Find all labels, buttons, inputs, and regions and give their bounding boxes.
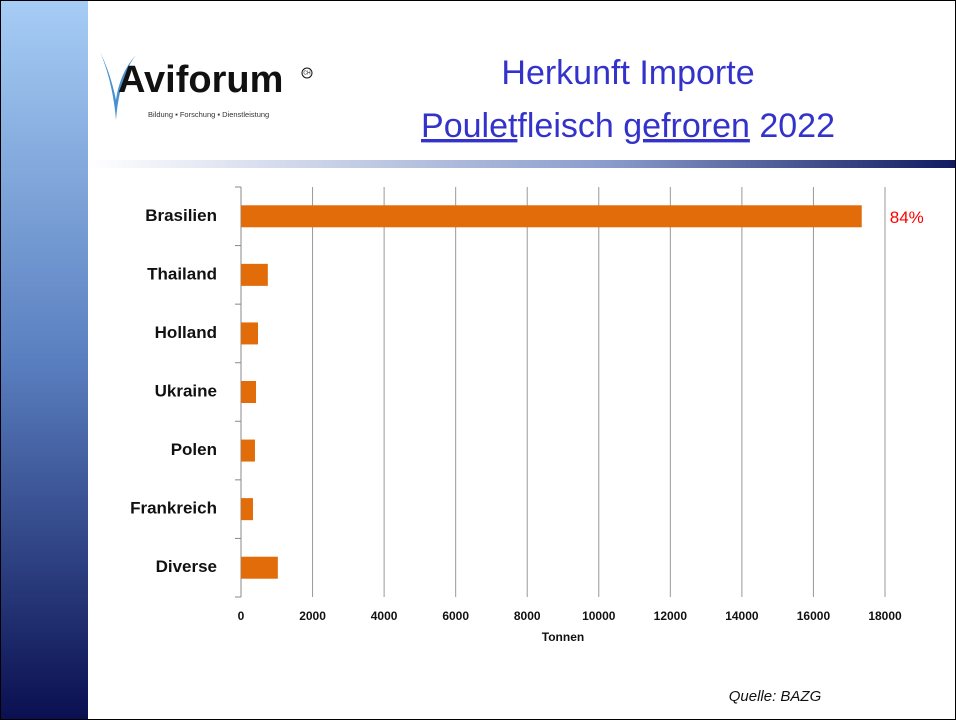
title-segment: Poulet [421, 107, 518, 145]
logo-mark-ring [301, 67, 313, 79]
logo-swoosh [100, 52, 136, 120]
logo-mark: CH [303, 70, 311, 76]
y-tick-label: Diverse [156, 557, 217, 576]
bar [241, 322, 258, 345]
x-tick-label: 14000 [725, 609, 759, 623]
logo: Aviforum CH Bildung ▪ Forschung ▪ Dienst… [100, 52, 313, 120]
x-tick-label: 18000 [868, 609, 902, 623]
x-tick-label: 8000 [514, 609, 541, 623]
header-rule [88, 160, 956, 168]
title-line1: Herkunft Importe [501, 54, 754, 92]
logo-tagline: Bildung ▪ Forschung ▪ Dienstleistung [148, 110, 269, 119]
logo-name: Aviforum [118, 59, 283, 101]
annotation: 84% [890, 208, 924, 227]
bar [241, 381, 257, 403]
title-line2: Pouletfleisch gefroren 2022 [421, 107, 835, 145]
bar [241, 439, 255, 462]
y-tick-label: Polen [171, 440, 217, 459]
title-segment: fleisch [517, 107, 623, 145]
y-tick-label: Holland [155, 323, 217, 342]
bar [241, 205, 862, 228]
x-tick-label: 16000 [797, 609, 831, 623]
x-tick-label: 10000 [582, 609, 616, 623]
y-tick-label: Thailand [147, 264, 217, 283]
source: Quelle: BAZG [729, 688, 822, 705]
x-axis-label: Tonnen [542, 630, 584, 644]
bar [241, 498, 253, 521]
title-segment: 2022 [750, 107, 835, 145]
y-tick-label: Ukraine [155, 381, 217, 400]
x-tick-label: 6000 [442, 609, 469, 623]
bar [241, 263, 268, 286]
side-bar [0, 0, 88, 720]
bar [241, 556, 278, 579]
x-tick-label: 0 [238, 609, 245, 623]
y-tick-label: Frankreich [130, 499, 217, 518]
x-tick-label: 12000 [654, 609, 688, 623]
title-segment: gefroren [623, 107, 750, 145]
y-tick-label: Brasilien [145, 206, 217, 225]
x-tick-label: 4000 [371, 609, 398, 623]
x-tick-label: 2000 [299, 609, 326, 623]
